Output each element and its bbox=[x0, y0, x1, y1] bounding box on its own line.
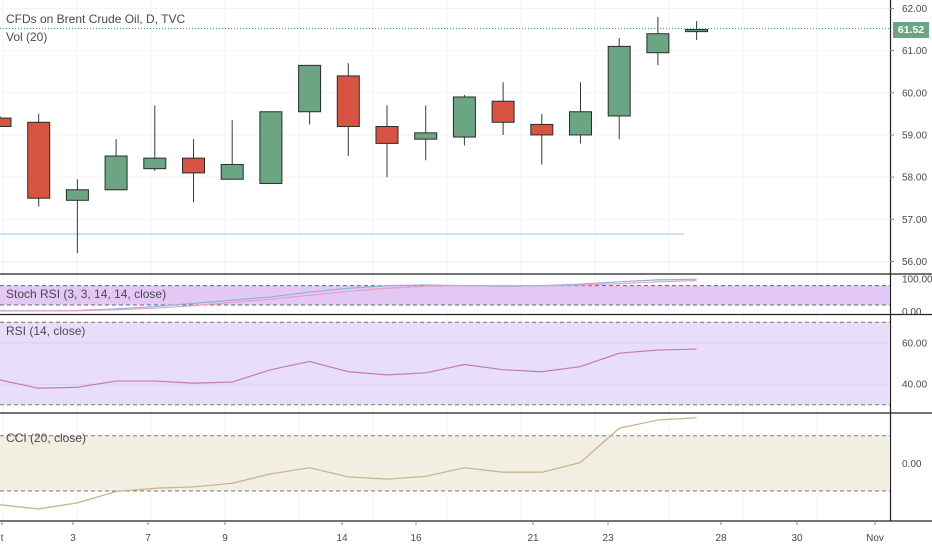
rsi-pane[interactable] bbox=[0, 321, 890, 406]
candle bbox=[646, 16, 670, 66]
price-tick-label: 58.00 bbox=[902, 173, 927, 184]
candle bbox=[259, 111, 283, 184]
candle bbox=[182, 139, 205, 203]
candle-body bbox=[491, 100, 515, 123]
price-tick-label: 59.00 bbox=[902, 130, 927, 141]
candle-body bbox=[607, 45, 631, 117]
stoch-rsi-pane[interactable] bbox=[0, 278, 890, 312]
time-tick-label: 30 bbox=[791, 533, 803, 544]
candle-body bbox=[259, 111, 283, 184]
time-tick-label: 21 bbox=[527, 533, 539, 544]
candle bbox=[336, 63, 360, 157]
price-axis[interactable]: 56.00 57.00 58.00 59.00 60.00 61.00 62.00 0.00 1… bbox=[890, 4, 932, 470]
time-axis[interactable]: t 3 7 9 14 16 21 23 28 30 Nov bbox=[1, 521, 884, 544]
rsi-line bbox=[0, 348, 697, 389]
candle bbox=[414, 105, 438, 161]
candle-body bbox=[220, 163, 244, 180]
last-price-badge: 61.52 bbox=[893, 22, 929, 38]
last-price-value: 61.52 bbox=[897, 24, 925, 36]
candle-body bbox=[182, 157, 205, 174]
time-tick-label: Nov bbox=[866, 533, 884, 544]
cci-tick-label: 0.00 bbox=[902, 459, 922, 470]
candle-body bbox=[104, 155, 128, 191]
grid-lines bbox=[0, 0, 890, 520]
candle bbox=[143, 105, 167, 171]
rsi-tick-label: 60.00 bbox=[902, 338, 927, 349]
candle bbox=[220, 120, 244, 180]
candle bbox=[491, 82, 515, 135]
time-tick-label: 7 bbox=[145, 533, 151, 544]
stoch-d-line bbox=[0, 279, 697, 312]
candle-body bbox=[414, 132, 438, 140]
price-tick-label: 56.00 bbox=[902, 257, 927, 268]
candle bbox=[375, 105, 399, 178]
candle-body bbox=[375, 126, 399, 144]
candle bbox=[607, 37, 631, 140]
price-tick-label: 61.00 bbox=[902, 46, 927, 57]
candle-body bbox=[65, 189, 89, 201]
candle-body bbox=[27, 121, 51, 199]
cci-band bbox=[0, 435, 890, 491]
candle-body bbox=[569, 111, 592, 136]
cci-line bbox=[0, 417, 697, 510]
stoch-band bbox=[0, 285, 890, 305]
time-tick-label: 16 bbox=[410, 533, 422, 544]
candle bbox=[27, 113, 51, 207]
candle-body bbox=[143, 157, 167, 170]
stoch-rsi-label[interactable]: Stoch RSI (3, 3, 14, 14, close) bbox=[6, 287, 167, 301]
rsi-tick-label: 40.00 bbox=[902, 380, 927, 391]
candle-body bbox=[452, 96, 476, 138]
time-tick-label: 14 bbox=[336, 533, 348, 544]
candle bbox=[104, 139, 128, 191]
candle-body bbox=[298, 64, 322, 113]
stoch-tick-label: 0.00 bbox=[902, 307, 922, 318]
candle bbox=[452, 94, 476, 146]
candle-body bbox=[646, 33, 670, 54]
price-pane[interactable] bbox=[0, 16, 890, 254]
pane-separators bbox=[0, 0, 932, 522]
candle-body bbox=[530, 123, 554, 136]
volume-indicator-label[interactable]: Vol (20) bbox=[6, 30, 48, 44]
time-tick-label: t bbox=[1, 533, 4, 544]
time-tick-label: 9 bbox=[222, 533, 228, 544]
rsi-band bbox=[0, 322, 890, 405]
candle bbox=[65, 179, 89, 254]
symbol-title[interactable]: CFDs on Brent Crude Oil, D, TVC bbox=[6, 12, 186, 26]
price-tick-label: 57.00 bbox=[902, 215, 927, 226]
time-tick-label: 23 bbox=[602, 533, 614, 544]
time-tick-label: 28 bbox=[715, 533, 727, 544]
rsi-label[interactable]: RSI (14, close) bbox=[6, 324, 86, 338]
candle-body bbox=[336, 75, 360, 128]
cci-pane[interactable] bbox=[0, 417, 890, 510]
candle bbox=[685, 21, 709, 41]
time-tick-label: 3 bbox=[70, 533, 76, 544]
cci-label[interactable]: CCI (20, close) bbox=[6, 431, 87, 445]
candle bbox=[530, 113, 554, 165]
price-tick-label: 62.00 bbox=[902, 4, 927, 15]
candle bbox=[569, 82, 592, 144]
candle-body bbox=[0, 117, 12, 128]
stoch-tick-label: 100.00 bbox=[902, 275, 932, 286]
candle bbox=[0, 115, 12, 128]
stoch-k-line bbox=[0, 278, 697, 312]
price-tick-label: 60.00 bbox=[902, 88, 927, 99]
candle-body bbox=[685, 29, 709, 33]
candle bbox=[298, 64, 322, 125]
